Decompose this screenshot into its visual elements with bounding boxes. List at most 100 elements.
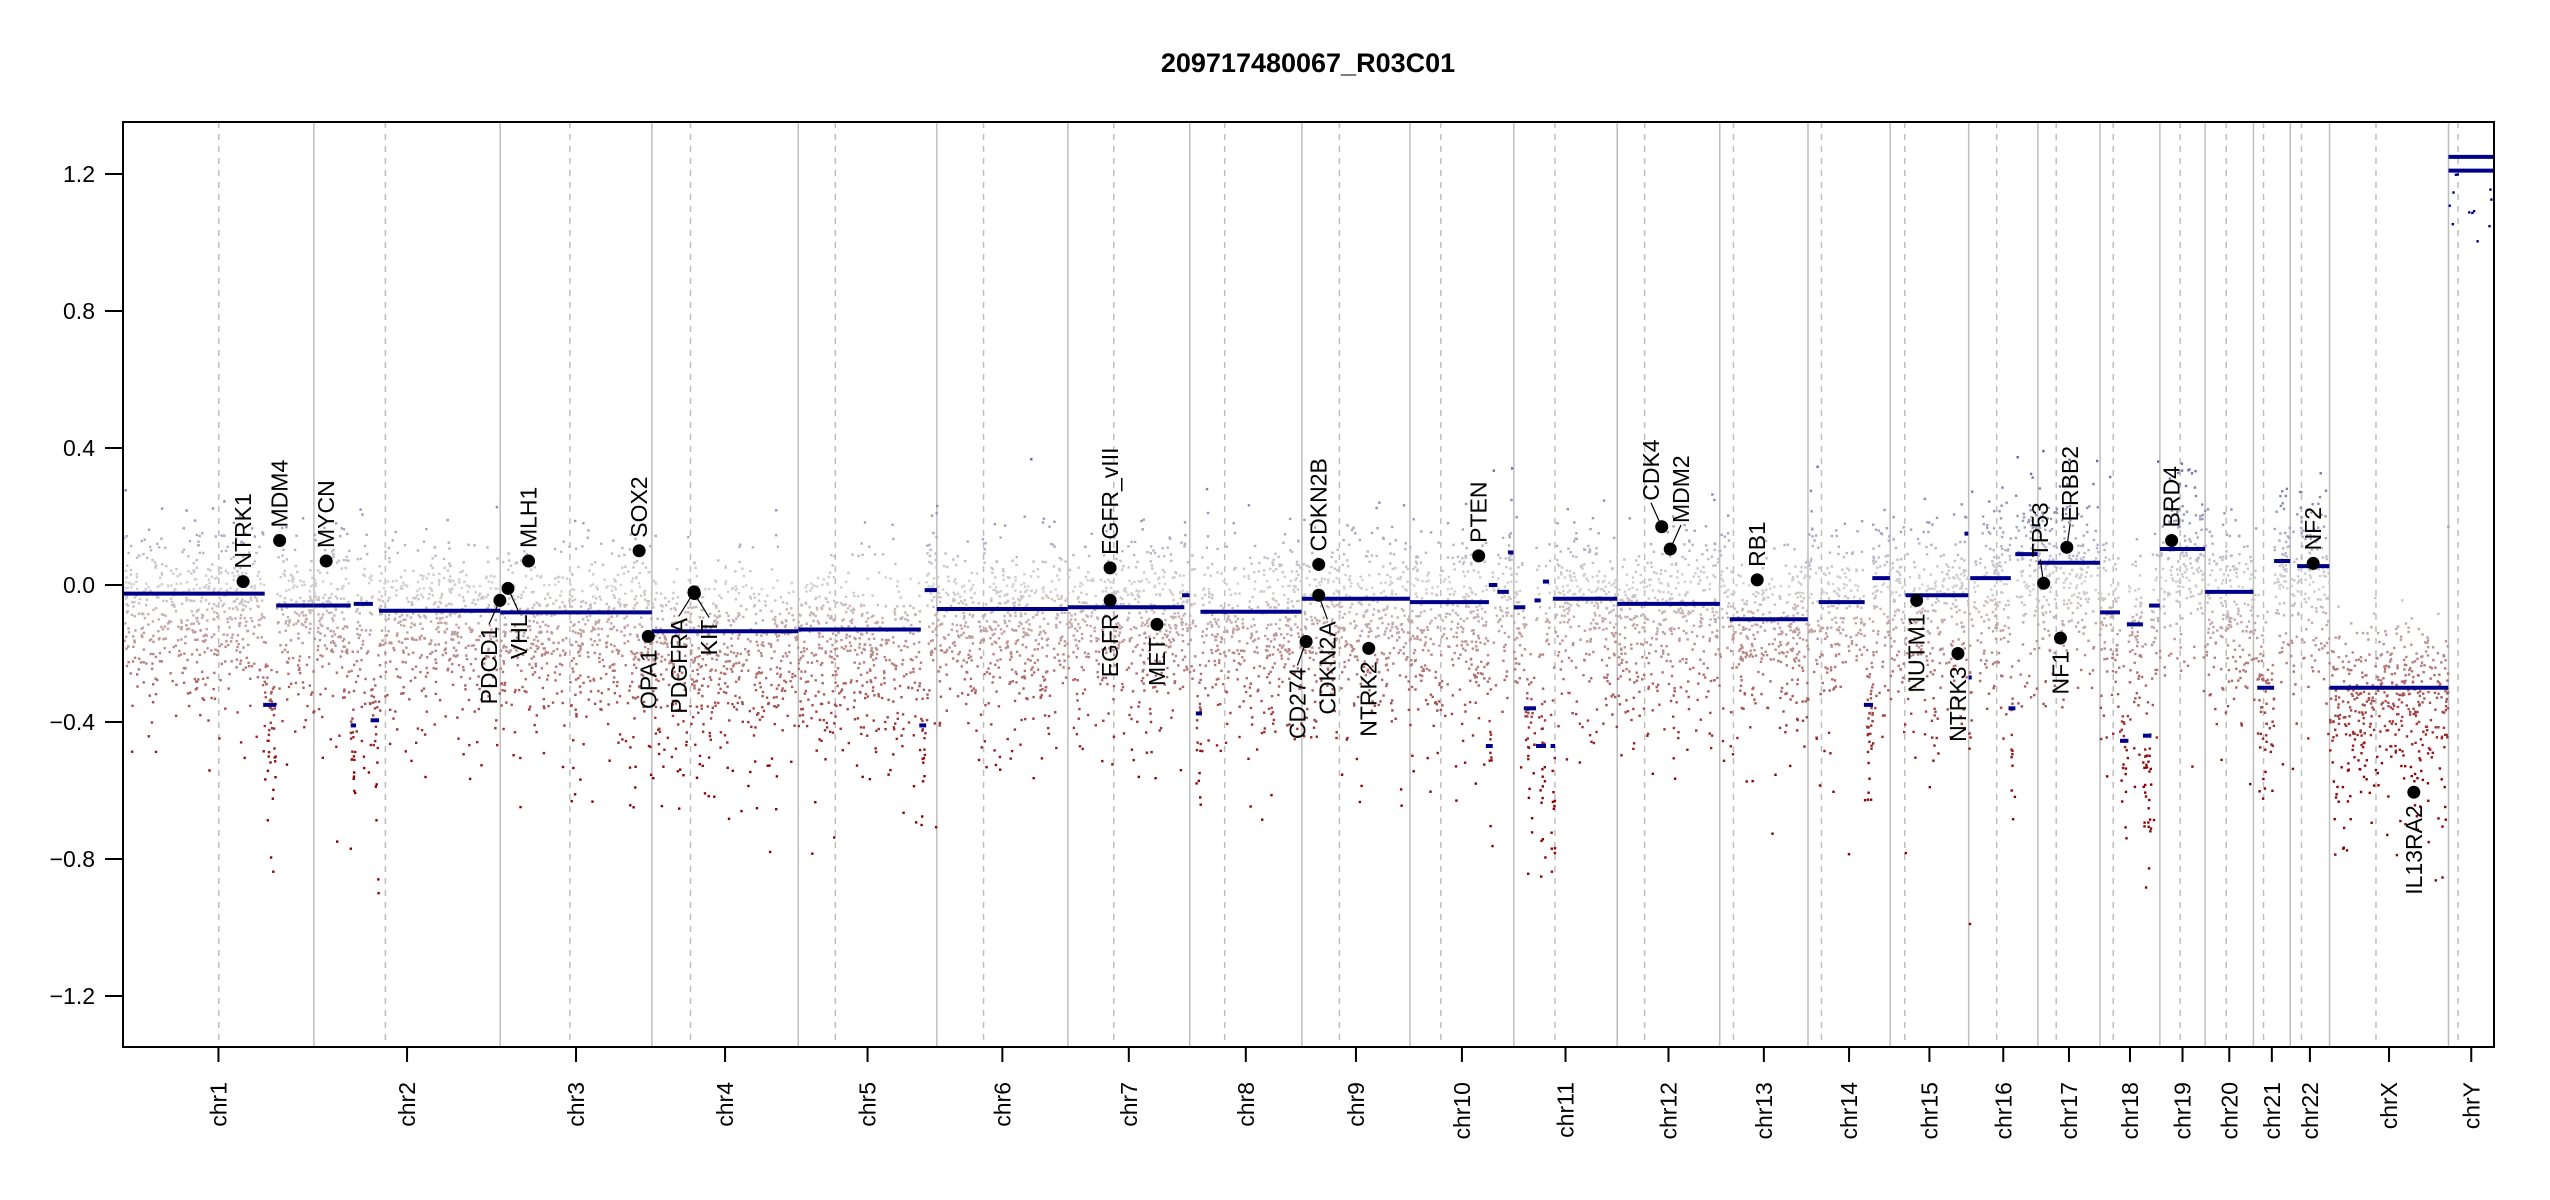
probe-point: [1206, 511, 1210, 515]
probe-point: [1171, 709, 1174, 712]
probe-point: [886, 716, 889, 719]
probe-point: [900, 734, 903, 737]
probe-point: [249, 677, 252, 680]
probe-point: [1343, 587, 1346, 590]
probe-point: [266, 769, 270, 772]
probe-point: [296, 570, 299, 574]
probe-point: [989, 637, 992, 640]
probe-point: [629, 804, 632, 807]
probe-point: [1335, 568, 1339, 572]
probe-point: [1084, 575, 1088, 579]
probe-point: [926, 696, 929, 700]
probe-point: [652, 690, 655, 693]
probe-point: [817, 690, 820, 693]
probe-point: [980, 656, 983, 659]
probe-point: [829, 650, 833, 653]
probe-point: [410, 759, 413, 763]
probe-point: [329, 629, 332, 633]
probe-point: [808, 606, 811, 609]
probe-point: [198, 587, 202, 590]
probe-point: [1262, 590, 1266, 593]
probe-point: [341, 585, 344, 588]
probe-point: [546, 630, 549, 633]
probe-point: [1142, 660, 1145, 664]
probe-point: [363, 766, 366, 770]
probe-point: [969, 655, 973, 658]
probe-point: [607, 608, 610, 611]
probe-point: [669, 607, 673, 611]
probe-point: [1251, 716, 1254, 719]
probe-point: [505, 646, 508, 649]
probe-point: [330, 582, 333, 586]
probe-point: [898, 684, 902, 688]
probe-point: [963, 678, 966, 681]
probe-point: [1142, 668, 1145, 672]
probe-point: [912, 642, 916, 646]
probe-point: [824, 758, 827, 761]
probe-point: [643, 523, 646, 527]
probe-point: [935, 566, 938, 569]
probe-point: [1253, 580, 1257, 583]
probe-point: [1219, 640, 1223, 644]
probe-point: [431, 651, 434, 654]
probe-point: [1053, 520, 1056, 523]
probe-point: [839, 690, 843, 693]
probe-point: [130, 586, 133, 589]
probe-point: [650, 669, 654, 672]
probe-point: [451, 587, 454, 590]
probe-point: [1355, 624, 1358, 627]
probe-point: [1239, 649, 1243, 652]
probe-point: [1060, 558, 1063, 561]
probe-point: [1013, 699, 1017, 703]
probe-point: [1297, 635, 1301, 638]
probe-point: [713, 588, 716, 591]
probe-point: [1113, 614, 1116, 617]
probe-point: [927, 642, 930, 645]
probe-point: [487, 604, 491, 607]
probe-point: [1083, 651, 1087, 654]
probe-point: [1346, 565, 1350, 568]
probe-point: [1030, 458, 1033, 461]
probe-point: [697, 647, 700, 650]
probe-point: [715, 653, 719, 657]
probe-point: [1003, 614, 1006, 618]
probe-point: [632, 658, 636, 661]
probe-point: [1193, 567, 1196, 571]
probe-point: [1380, 651, 1384, 655]
probe-point: [149, 652, 152, 656]
probe-point: [148, 694, 151, 697]
probe-point: [996, 591, 999, 594]
probe-point: [283, 648, 287, 652]
probe-point: [1171, 615, 1174, 619]
probe-point: [1364, 554, 1368, 558]
probe-point: [1340, 627, 1343, 630]
probe-point: [133, 615, 136, 618]
probe-point: [700, 704, 703, 707]
probe-point: [1081, 637, 1084, 640]
probe-point: [448, 580, 452, 584]
probe-point: [287, 579, 291, 583]
probe-point: [344, 577, 348, 580]
probe-point: [1170, 559, 1173, 563]
probe-point: [201, 616, 204, 619]
probe-point: [1389, 576, 1392, 579]
probe-point: [1196, 719, 1199, 722]
probe-point: [644, 566, 648, 569]
probe-point: [593, 702, 597, 705]
probe-point: [821, 682, 824, 685]
probe-point: [320, 616, 324, 619]
probe-point: [1215, 635, 1218, 638]
probe-point: [431, 594, 434, 597]
probe-point: [609, 627, 612, 631]
probe-point: [804, 601, 807, 604]
probe-point: [212, 589, 215, 592]
probe-point: [1348, 595, 1352, 598]
probe-point: [384, 642, 387, 645]
probe-point: [347, 670, 351, 673]
probe-point: [304, 719, 307, 722]
probe-point: [1256, 690, 1259, 693]
probe-point: [736, 652, 739, 655]
probe-point: [180, 619, 183, 622]
probe-point: [925, 718, 929, 722]
probe-point: [451, 683, 455, 686]
